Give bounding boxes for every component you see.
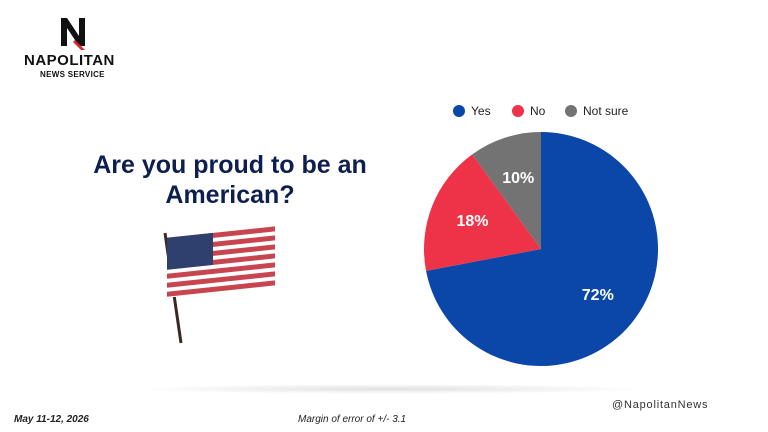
margin-note: Margin of error of +/- 3.1 (298, 414, 407, 425)
legend-label: Yes (471, 104, 491, 118)
pie-slice (424, 154, 541, 271)
brand-sub: NEWS SERVICE (40, 70, 105, 79)
legend-marker (453, 105, 465, 117)
legend-marker (565, 105, 577, 117)
flag-icon (163, 226, 275, 344)
logo-icon (61, 18, 85, 50)
data-label: 10% (502, 170, 534, 187)
pie-slice (472, 132, 541, 249)
data-label: 72% (582, 287, 614, 304)
legend-label: Not sure (583, 104, 629, 118)
legend-label: No (530, 104, 546, 118)
brand: NAPOLITAN (24, 52, 115, 69)
chart-title: Are you proud to be an American? (93, 151, 367, 209)
date: May 11-12, 2026 (14, 414, 89, 425)
divider (130, 384, 650, 394)
handle: @NapolitanNews (612, 399, 709, 411)
legend-marker (512, 105, 524, 117)
pie-slice (426, 132, 658, 367)
data-label: 18% (456, 213, 488, 230)
